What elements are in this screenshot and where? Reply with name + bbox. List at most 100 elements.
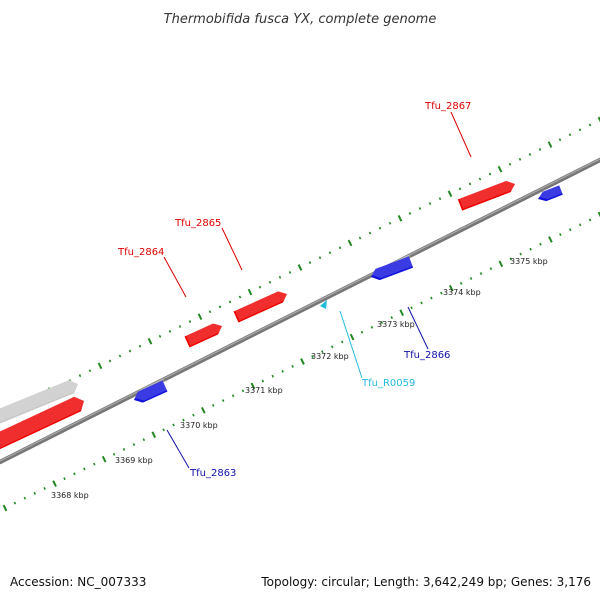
- upper-row-tick: [458, 187, 462, 191]
- upper-row-tick: [388, 221, 392, 225]
- upper-row-tick: [597, 116, 600, 123]
- lower-row-tick: [231, 394, 235, 398]
- leader-tfu-2867: [450, 111, 472, 158]
- upper-row-tick: [168, 329, 172, 333]
- upper-row-tick: [488, 172, 492, 176]
- scale-label-3371: 3371 kbp: [245, 386, 283, 395]
- lower-row-tick: [122, 447, 126, 451]
- upper-row-tick: [238, 295, 242, 299]
- lower-row-tick: [201, 407, 206, 414]
- lower-row-tick: [349, 333, 355, 341]
- backbone-highlight: [0, 158, 600, 462]
- upper-row-tick: [497, 165, 503, 173]
- lower-row-tick: [221, 399, 225, 402]
- upper-row-tick: [588, 123, 592, 127]
- gene-label-tfu-2866[interactable]: Tfu_2866: [403, 350, 450, 361]
- lower-row-tick: [300, 358, 305, 365]
- leader-tfu-2864: [163, 256, 187, 298]
- lower-row-tick: [271, 374, 274, 378]
- lower-row-tick: [509, 257, 512, 261]
- lower-row-tick: [370, 325, 374, 329]
- backbone-line: [0, 157, 600, 465]
- gene-tfu-2864[interactable]: [184, 321, 223, 348]
- gene-tfu-r0059[interactable]: [320, 300, 327, 309]
- lower-row-tick: [261, 379, 265, 383]
- gene-tfu-2866[interactable]: [371, 254, 415, 281]
- gene-label-tfu-2864[interactable]: Tfu_2864: [117, 247, 164, 258]
- upper-row-tick: [218, 305, 222, 309]
- lower-row-tick: [132, 443, 136, 446]
- lower-row-tick: [33, 491, 36, 495]
- lower-row-tick: [380, 321, 384, 324]
- upper-row-tick: [418, 207, 422, 210]
- upper-row-tick: [428, 202, 432, 206]
- upper-row-tick: [518, 157, 522, 161]
- upper-row-tick: [397, 215, 403, 222]
- lower-row-tick: [83, 467, 86, 471]
- upper-row-tick: [158, 334, 162, 338]
- lower-row-tick: [281, 369, 284, 373]
- upper-row-tick: [108, 359, 112, 363]
- lower-row-tick: [448, 284, 454, 292]
- lower-row-tick: [73, 472, 76, 476]
- lower-row-tick: [52, 480, 57, 487]
- lower-row-tick: [311, 355, 314, 359]
- upper-row-tick: [508, 162, 512, 166]
- upper-row-tick: [88, 369, 92, 373]
- lower-row-tick: [440, 291, 443, 295]
- gene-label-tfu-r0059[interactable]: Tfu_R0059: [361, 378, 415, 389]
- genome-backbone: [0, 157, 600, 465]
- lower-row-tick: [420, 301, 423, 305]
- gene-label-tfu-2867[interactable]: Tfu_2867: [424, 101, 471, 112]
- lower-row-tick: [321, 350, 324, 354]
- feature-other-1[interactable]: [0, 378, 79, 426]
- lower-row-tick: [192, 413, 195, 417]
- upper-row-tick: [547, 141, 553, 148]
- upper-row-tick: [468, 182, 472, 186]
- scale-label-3368: 3368 kbp: [51, 491, 89, 500]
- upper-row-tick: [347, 239, 353, 247]
- upper-row-tick: [268, 280, 272, 284]
- gene-forward-1[interactable]: [0, 394, 85, 453]
- lower-row-tick: [43, 487, 46, 490]
- scale-label-3374: 3374 kbp: [443, 288, 481, 297]
- upper-row-tick: [368, 231, 372, 235]
- lower-row-tick: [430, 296, 433, 300]
- leader-tfu-2863: [166, 429, 190, 469]
- lower-row-tick: [410, 306, 413, 310]
- upper-row-tick: [208, 310, 212, 314]
- upper-row-tick: [78, 374, 82, 378]
- lower-row-tick: [23, 496, 27, 500]
- lower-row-tick: [142, 438, 146, 442]
- gene-label-leaders: [163, 111, 472, 469]
- upper-row-tick: [197, 313, 203, 320]
- upper-row-tick: [288, 270, 292, 274]
- lower-row-tick: [597, 211, 600, 218]
- lower-row-tick: [529, 247, 532, 251]
- lower-row-tick: [390, 316, 393, 319]
- gene-reverse-far[interactable]: [538, 183, 564, 202]
- upper-row-tick: [438, 197, 442, 201]
- upper-row-tick: [178, 325, 182, 328]
- gene-tfu-2865[interactable]: [233, 289, 288, 323]
- gene-tfu-2863[interactable]: [134, 378, 169, 403]
- upper-row-tick: [138, 344, 142, 348]
- upper-row-tick: [297, 264, 303, 271]
- lower-row-tick: [569, 228, 572, 232]
- gene-features: [0, 178, 564, 453]
- gene-tfu-2867[interactable]: [457, 178, 516, 211]
- upper-row-tick: [128, 349, 132, 353]
- upper-row-tick: [568, 133, 572, 137]
- gene-label-tfu-2865[interactable]: Tfu_2865: [174, 218, 221, 229]
- upper-row-tick: [328, 251, 332, 255]
- tick-marks: [0, 116, 600, 512]
- leader-tfu-2866: [407, 306, 429, 350]
- gene-label-tfu-2863[interactable]: Tfu_2863: [189, 468, 236, 479]
- accession-text: Accession: NC_007333: [10, 575, 146, 589]
- lower-row-tick: [588, 218, 592, 222]
- upper-row-tick: [358, 236, 362, 240]
- lower-row-tick: [559, 233, 562, 236]
- upper-row-tick: [247, 288, 253, 296]
- upper-row-tick: [147, 337, 153, 345]
